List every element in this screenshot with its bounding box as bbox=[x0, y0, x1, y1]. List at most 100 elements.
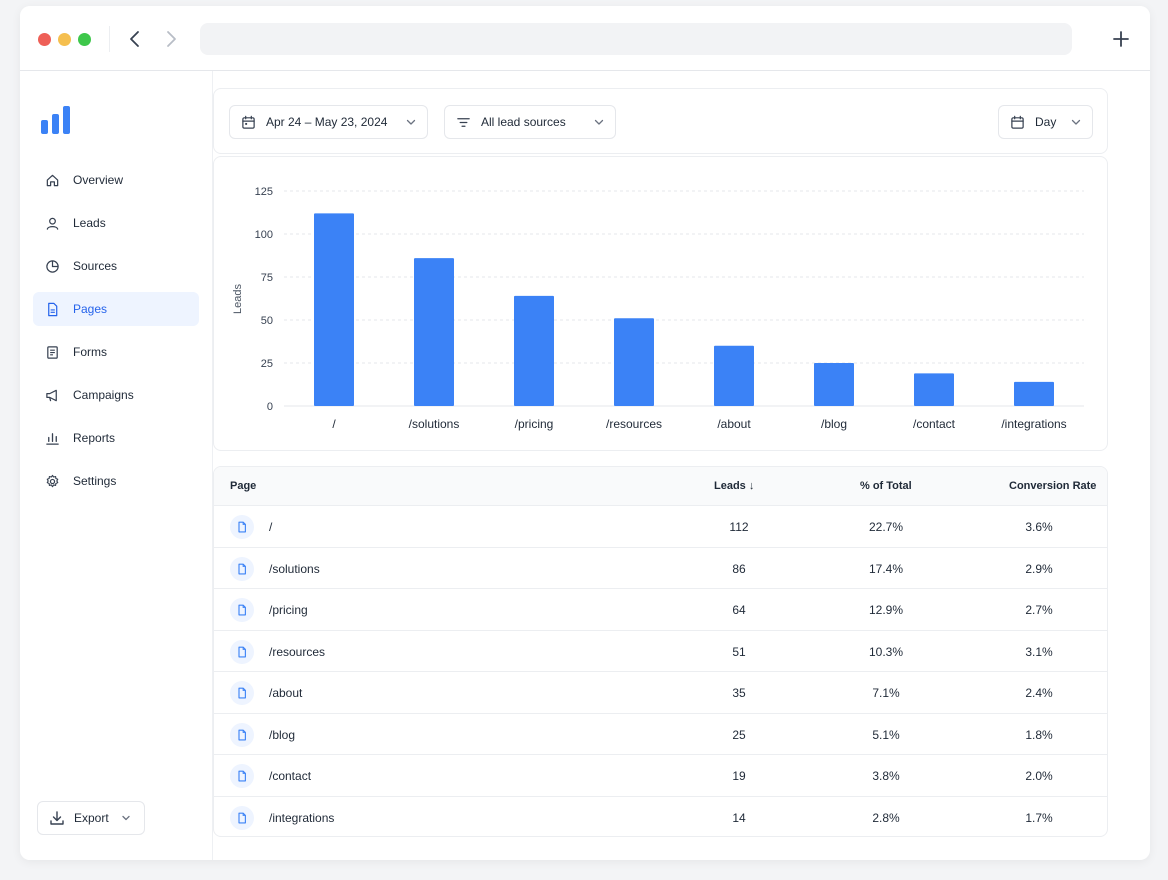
y-tick-label: 0 bbox=[267, 401, 273, 413]
cell-conversion-rate: 3.6% bbox=[1025, 520, 1053, 534]
x-tick-label: /contact bbox=[913, 417, 956, 431]
cell-page[interactable]: /integrations bbox=[269, 810, 335, 825]
date-range-value: Apr 24 – May 23, 2024 bbox=[266, 115, 388, 129]
sidebar-item-label: Settings bbox=[73, 474, 117, 488]
y-tick-label: 50 bbox=[261, 315, 273, 327]
column-header-leads[interactable]: Leads ↓ bbox=[714, 480, 755, 492]
file-icon bbox=[230, 515, 254, 539]
user-icon bbox=[44, 215, 60, 231]
bar bbox=[914, 373, 954, 406]
column-header-page[interactable]: Page bbox=[230, 480, 257, 492]
home-icon bbox=[44, 172, 60, 188]
x-tick-label: /blog bbox=[821, 417, 847, 431]
filter-icon bbox=[456, 115, 471, 130]
table-row[interactable]: /about 35 7.1% 2.4% bbox=[214, 672, 1107, 714]
table-row[interactable]: / 112 22.7% 3.6% bbox=[214, 506, 1107, 548]
leads-by-page-chart: 0 25 50 75 100 125 Leads / /solutions/pricing/re… bbox=[213, 156, 1108, 451]
cell-page[interactable]: /resources bbox=[269, 644, 326, 659]
cell-leads: 86 bbox=[732, 561, 746, 576]
table-row[interactable]: /pricing 64 12.9% 2.7% bbox=[214, 589, 1107, 631]
new-tab-button[interactable] bbox=[1108, 26, 1134, 52]
bar bbox=[314, 213, 354, 406]
file-icon bbox=[230, 764, 254, 788]
table-row[interactable]: /solutions 86 17.4% 2.9% bbox=[214, 548, 1107, 589]
sidebar-item-label: Leads bbox=[73, 216, 106, 230]
sidebar-item-reports[interactable]: Reports bbox=[33, 421, 199, 455]
cell-conversion-rate: 2.9% bbox=[1025, 561, 1053, 576]
calendar-icon bbox=[241, 115, 256, 130]
cell-page[interactable]: /blog bbox=[269, 727, 296, 742]
cell-conversion-rate: 1.7% bbox=[1025, 810, 1053, 825]
granularity-dropdown[interactable]: Day bbox=[998, 105, 1093, 139]
sidebar-item-label: Campaigns bbox=[73, 388, 134, 402]
chevron-left-icon bbox=[130, 31, 139, 47]
back-button[interactable] bbox=[122, 26, 148, 52]
cell-page[interactable]: /contact bbox=[269, 769, 312, 783]
maximize-window-button[interactable] bbox=[78, 33, 91, 46]
pie-chart-icon bbox=[44, 258, 60, 274]
sidebar-item-settings[interactable]: Settings bbox=[33, 464, 199, 498]
plus-icon bbox=[1113, 31, 1129, 47]
x-tick-label: /solutions bbox=[409, 417, 460, 431]
cell-percent-total: 12.9% bbox=[868, 603, 904, 617]
sidebar-item-label: Sources bbox=[73, 259, 118, 273]
minimize-window-button[interactable] bbox=[58, 33, 71, 46]
titlebar-divider bbox=[109, 26, 110, 52]
bar bbox=[1014, 381, 1054, 406]
sidebar-item-leads[interactable]: Leads bbox=[33, 206, 199, 240]
cell-leads: 19 bbox=[732, 769, 746, 783]
cell-page[interactable]: /about bbox=[269, 686, 303, 700]
y-axis-label: Leads bbox=[232, 284, 244, 314]
sidebar-item-sources[interactable]: Sources bbox=[33, 249, 199, 283]
address-bar[interactable] bbox=[200, 23, 1072, 55]
bar-chart: 0 25 50 75 100 125 Leads / /solutions/pricing/re… bbox=[232, 186, 1084, 431]
sidebar-item-forms[interactable]: Forms bbox=[33, 335, 199, 369]
browser-window: Overview Leads Sources Pages Forms Campaigns R… bbox=[20, 6, 1150, 860]
table-row[interactable]: /contact 19 3.8% 2.0% bbox=[214, 755, 1107, 797]
sidebar-item-overview[interactable]: Overview bbox=[33, 163, 199, 197]
date-range-dropdown[interactable]: Apr 24 – May 23, 2024 bbox=[229, 105, 428, 139]
file-icon bbox=[230, 639, 254, 664]
bar bbox=[814, 363, 854, 406]
chevron-right-icon bbox=[167, 31, 176, 47]
cell-page[interactable]: / bbox=[269, 520, 273, 534]
cell-leads: 51 bbox=[732, 644, 746, 659]
cell-page[interactable]: /solutions bbox=[269, 561, 320, 576]
gear-icon bbox=[44, 473, 60, 489]
close-window-button[interactable] bbox=[38, 33, 51, 46]
cell-leads: 25 bbox=[732, 727, 746, 742]
file-icon bbox=[44, 301, 60, 317]
table-row[interactable]: /blog 25 5.1% 1.8% bbox=[214, 714, 1107, 755]
file-icon bbox=[230, 805, 254, 830]
column-header-conversion[interactable]: Conversion Rate bbox=[1009, 480, 1097, 492]
sidebar-item-label: Overview bbox=[73, 173, 124, 187]
table-row[interactable]: /resources 51 10.3% 3.1% bbox=[214, 631, 1107, 672]
file-icon bbox=[230, 598, 254, 622]
x-tick-label: /about bbox=[717, 417, 751, 431]
sidebar-item-label: Pages bbox=[73, 302, 108, 316]
column-header-percent[interactable]: % of Total bbox=[860, 480, 912, 492]
bar bbox=[514, 295, 554, 406]
lead-source-value: All lead sources bbox=[481, 115, 566, 129]
bar bbox=[614, 318, 654, 406]
filter-bar: Apr 24 – May 23, 2024 All lead sources D… bbox=[213, 88, 1108, 154]
export-button[interactable]: Export bbox=[37, 801, 145, 835]
chevron-down-icon bbox=[593, 116, 605, 128]
cell-percent-total: 2.8% bbox=[872, 810, 900, 825]
download-icon bbox=[49, 810, 65, 826]
cell-page[interactable]: /pricing bbox=[269, 603, 308, 617]
sidebar-item-campaigns[interactable]: Campaigns bbox=[33, 378, 199, 412]
export-label: Export bbox=[74, 811, 109, 825]
cell-leads: 112 bbox=[729, 520, 749, 534]
sidebar-item-pages[interactable]: Pages bbox=[33, 292, 199, 326]
sidebar-item-label: Forms bbox=[73, 345, 107, 359]
lead-source-dropdown[interactable]: All lead sources bbox=[444, 105, 616, 139]
table-row[interactable]: /integrations 14 2.8% 1.7% bbox=[214, 797, 1107, 837]
sidebar: Overview Leads Sources Pages Forms Campaigns R… bbox=[20, 71, 213, 860]
logo-icon bbox=[41, 106, 70, 134]
x-tick-label: /resources bbox=[606, 417, 662, 431]
forward-button[interactable] bbox=[158, 26, 184, 52]
chevron-down-icon bbox=[405, 116, 417, 128]
title-bar bbox=[20, 6, 1150, 71]
cell-percent-total: 22.7% bbox=[868, 520, 904, 534]
